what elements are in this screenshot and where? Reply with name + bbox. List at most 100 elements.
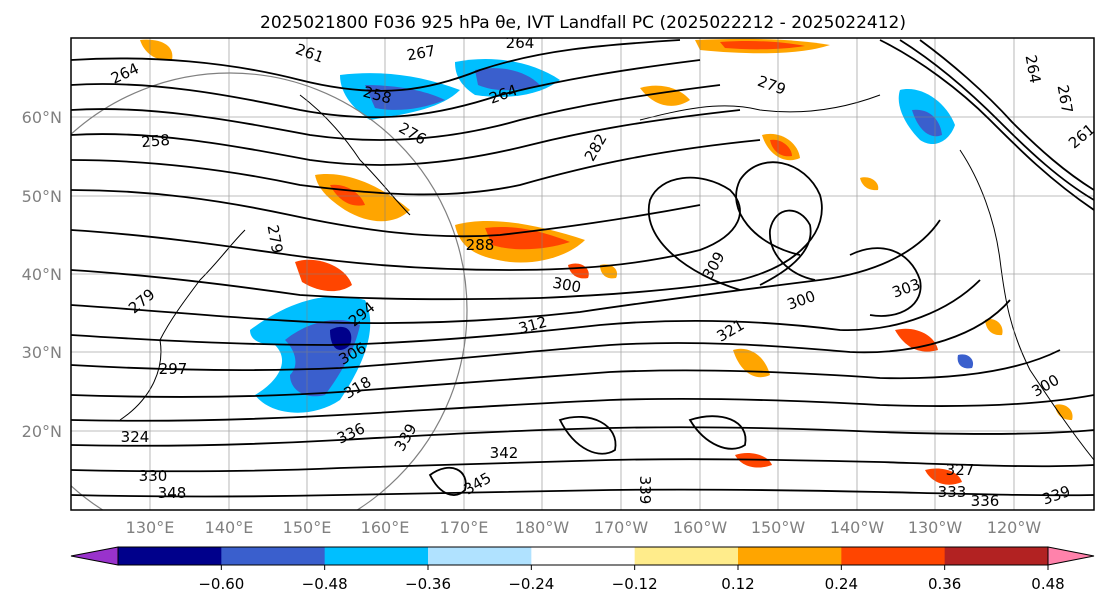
contour-line — [71, 219, 941, 325]
coastline-north-america — [959, 149, 1094, 461]
contour-line — [849, 247, 922, 317]
colorbar-tick-label: −0.12 — [612, 575, 658, 593]
contour-line — [71, 161, 823, 301]
contour-line — [71, 84, 721, 141]
shade-negative-region — [475, 68, 540, 91]
contour-line — [919, 39, 1094, 191]
shade-positive-region — [295, 259, 352, 292]
coastline-alaska — [639, 94, 881, 121]
shade-positive-region — [770, 139, 792, 157]
latitude-labels: 60°N 50°N 40°N 30°N 20°N — [22, 108, 62, 441]
colorbar-extend-high — [1047, 546, 1095, 566]
contour-line — [71, 299, 1011, 372]
colorbar: −0.60 −0.48 −0.36 −0.24 −0.12 0.12 0.24 0.36 0.4… — [70, 546, 1095, 593]
colorbar-tick-label: 0.12 — [721, 575, 754, 593]
shade-positive-region — [140, 39, 173, 61]
contour-label: 336 — [971, 492, 1000, 510]
contour-label: 297 — [159, 360, 188, 378]
shade-positive-region — [925, 468, 962, 485]
contour-label: 327 — [946, 461, 975, 479]
longitude-label: 170°W — [594, 518, 649, 537]
colorbar-segment — [738, 547, 842, 565]
colorbar-tick-label: −0.24 — [508, 575, 554, 593]
contour-line — [71, 59, 701, 119]
colorbar-tick-label: 0.24 — [825, 575, 858, 593]
contour-line — [71, 458, 1094, 473]
latitude-label: 50°N — [22, 187, 62, 206]
longitude-label: 130°W — [908, 518, 963, 537]
contour-label: 267 — [1054, 83, 1077, 114]
contour-label: 267 — [405, 42, 436, 65]
shade-negative-region — [957, 354, 974, 369]
contour-line — [558, 415, 617, 455]
contour-line — [899, 39, 1094, 201]
contour-label: 348 — [158, 484, 187, 502]
map-title: 2025021800 F036 925 hPa θe, IVT Landfall… — [260, 13, 906, 33]
map-frame — [70, 37, 1095, 511]
contour-line — [71, 109, 741, 166]
colorbar-tick-label: −0.60 — [198, 575, 244, 593]
colorbar-segment — [531, 547, 636, 565]
shade-positive-region — [1055, 404, 1073, 420]
colorbar-tick-label: 0.36 — [928, 575, 961, 593]
latitude-label: 30°N — [22, 343, 62, 362]
contour-label: 330 — [139, 467, 168, 485]
contour-line — [71, 349, 1061, 398]
contour-line — [71, 279, 981, 346]
contour-label: 264 — [1022, 53, 1045, 84]
coastline-kamchatka — [299, 94, 411, 216]
shade-negative-region — [912, 109, 942, 137]
longitude-label: 150°W — [751, 518, 806, 537]
longitude-label: 120°W — [987, 518, 1042, 537]
contour-line — [71, 39, 681, 92]
contour-label: 300 — [551, 274, 582, 297]
latitude-label: 20°N — [22, 422, 62, 441]
contour-line — [688, 415, 747, 450]
latitude-label: 60°N — [22, 108, 62, 127]
colorbar-segment — [841, 547, 946, 565]
longitude-label: 140°W — [830, 518, 885, 537]
contour-line — [428, 466, 467, 496]
contour-line — [71, 176, 741, 291]
colorbar-segment — [324, 547, 429, 565]
longitude-label: 160°E — [361, 518, 410, 537]
shade-positive-region — [485, 226, 570, 250]
contour-label: 324 — [121, 428, 150, 446]
shade-positive-region — [733, 348, 770, 378]
theta-e-contours — [71, 39, 1094, 498]
contour-line — [71, 139, 761, 196]
colorbar-frame — [117, 546, 1049, 566]
contour-label: 342 — [490, 444, 519, 462]
domain-circle — [71, 72, 468, 510]
shade-positive-region — [860, 177, 879, 191]
longitude-label: 130°E — [126, 518, 175, 537]
colorbar-segment — [118, 547, 222, 565]
longitude-label: 150°E — [283, 518, 332, 537]
colorbar-tick-label: −0.36 — [405, 575, 451, 593]
contour-label: 339 — [636, 476, 654, 505]
colorbar-segment — [428, 547, 532, 565]
shade-positive-region — [600, 264, 618, 279]
contour-line — [879, 39, 1094, 211]
colorbar-extend-low — [70, 546, 119, 566]
contour-label: 264 — [506, 34, 535, 52]
colorbar-tick-label: −0.48 — [302, 575, 348, 593]
contour-line — [71, 394, 1094, 422]
colorbar-segment — [944, 547, 1049, 565]
contour-line — [71, 189, 701, 238]
contour-line — [759, 209, 816, 286]
longitude-label: 140°E — [205, 518, 254, 537]
longitude-labels: 130°E 140°E 150°E 160°E 170°E 180°W 170°W 160°W… — [126, 518, 1042, 537]
shade-positive-region — [720, 41, 805, 50]
contour-label: 333 — [938, 483, 967, 501]
contour-label: 279 — [264, 223, 287, 254]
colorbar-segment — [221, 547, 326, 565]
colorbar-tick-label: 0.48 — [1031, 575, 1064, 593]
contour-line — [71, 488, 1094, 498]
longitude-label: 180°W — [515, 518, 570, 537]
shade-positive-region — [985, 319, 1003, 336]
latitude-label: 40°N — [22, 265, 62, 284]
shading-layer — [140, 38, 1073, 485]
